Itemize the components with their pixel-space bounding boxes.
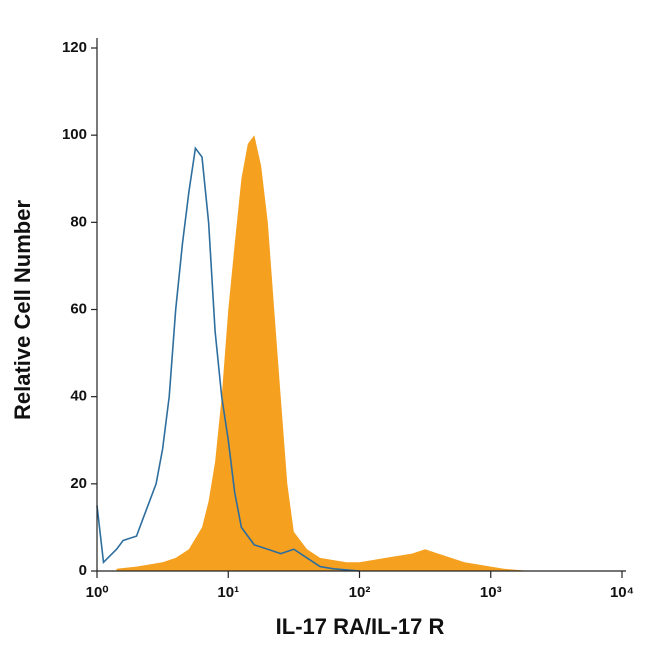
y-tick-label: 80	[70, 213, 87, 230]
y-axis-title: Relative Cell Number	[10, 200, 35, 421]
y-tick-label: 20	[70, 475, 87, 492]
y-tick-label: 100	[62, 126, 87, 143]
x-tick-label: 10³	[480, 584, 502, 601]
outline-histogram	[96, 146, 360, 572]
y-tick-label: 0	[79, 562, 87, 579]
y-tick-label: 40	[70, 388, 87, 405]
filled-histogram	[116, 135, 531, 571]
x-axis-title: IL-17 RA/IL-17 R	[276, 614, 445, 639]
y-tick-label: 120	[62, 39, 87, 56]
y-tick-label: 60	[70, 300, 87, 317]
x-tick-label: 10²	[349, 584, 371, 601]
x-tick-label: 10¹	[217, 584, 239, 601]
x-tick-label: 10⁴	[610, 584, 634, 601]
x-tick-label: 10⁰	[86, 584, 109, 601]
